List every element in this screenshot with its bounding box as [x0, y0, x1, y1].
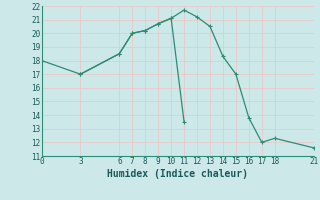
X-axis label: Humidex (Indice chaleur): Humidex (Indice chaleur) — [107, 169, 248, 179]
